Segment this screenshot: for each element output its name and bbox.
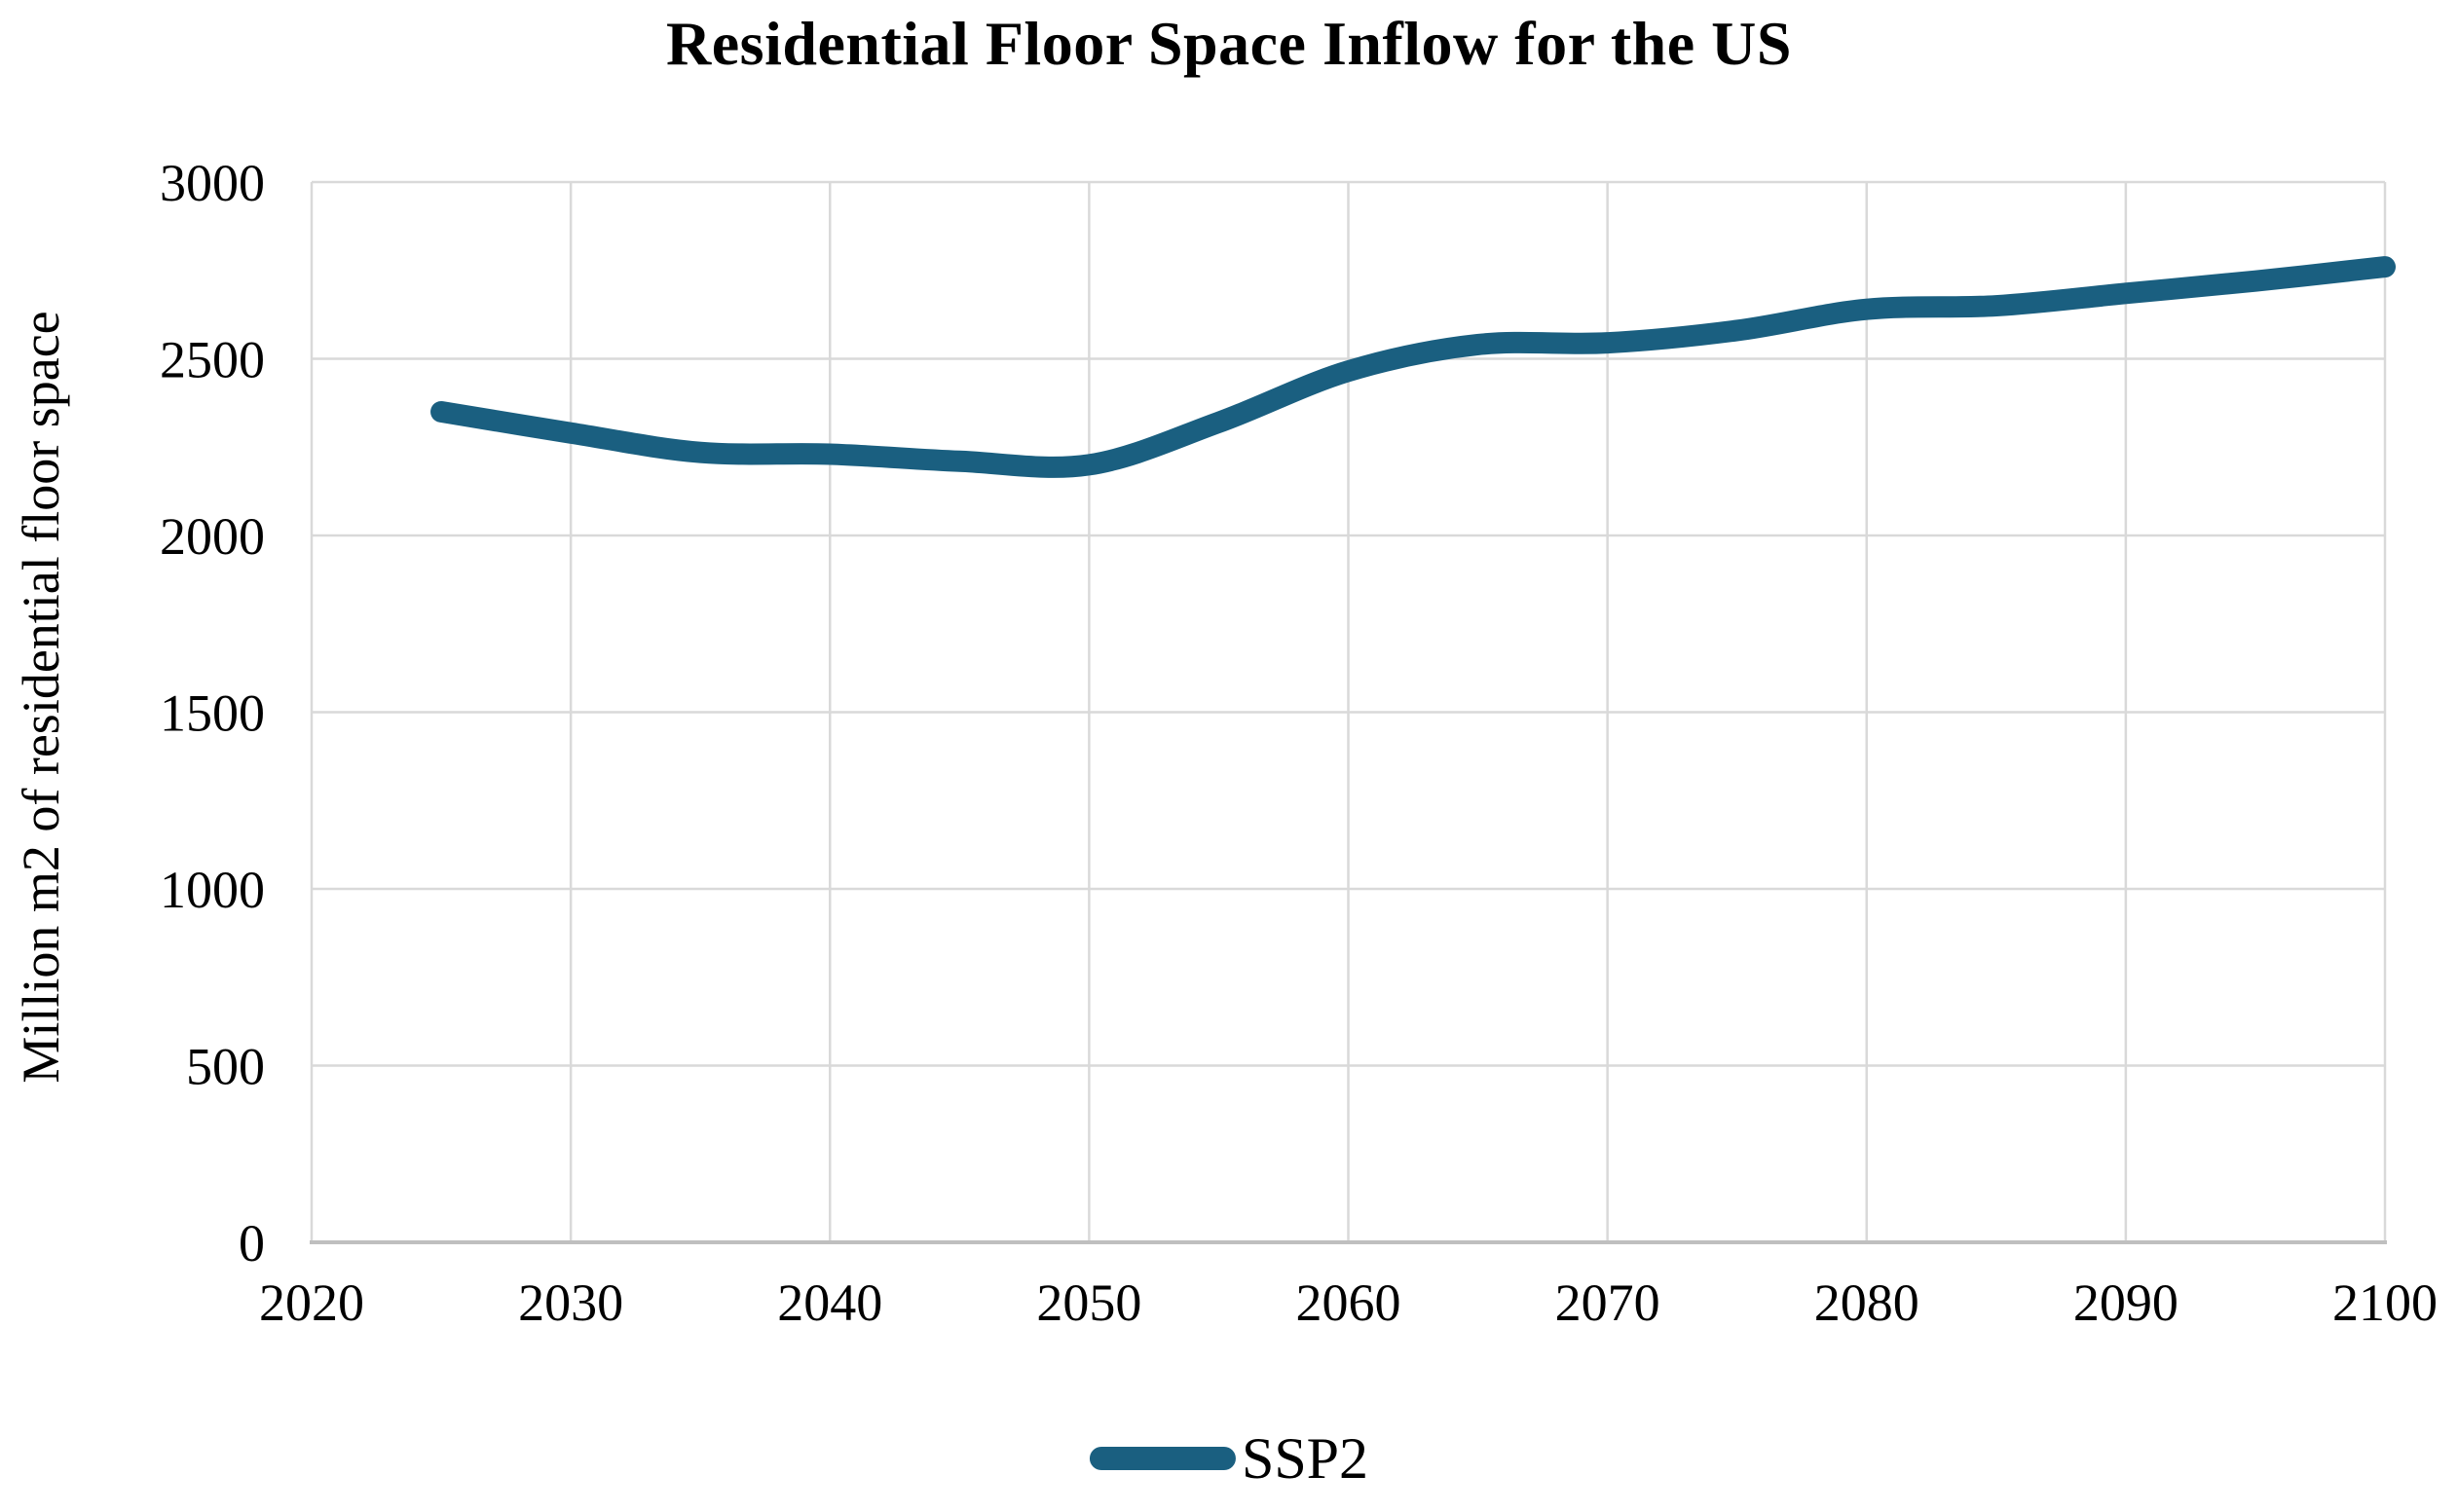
- x-tick-label: 2020: [259, 1273, 364, 1332]
- series-line-ssp2: [430, 256, 2396, 478]
- y-tick-label: 2500: [160, 331, 265, 389]
- x-tick-label: 2100: [2332, 1273, 2438, 1332]
- x-tick-label: 2090: [2073, 1273, 2179, 1332]
- chart-title: Residential Floor Space Inflow for the U…: [666, 9, 1792, 78]
- x-tick-label: 2060: [1296, 1273, 1401, 1332]
- x-tick-label: 2030: [518, 1273, 623, 1332]
- legend-series-label: SSP2: [1241, 1426, 1369, 1491]
- y-tick-label: 3000: [160, 154, 265, 212]
- y-tick-label: 1000: [160, 861, 265, 919]
- x-tick-label: 2040: [777, 1273, 882, 1332]
- legend-line-swatch: [1089, 1447, 1236, 1470]
- x-tick-label: 2070: [1555, 1273, 1660, 1332]
- y-tick-label: 0: [239, 1214, 265, 1272]
- y-tick-label: 500: [186, 1038, 265, 1096]
- y-tick-label: 1500: [160, 684, 265, 743]
- x-tick-label: 2050: [1036, 1273, 1141, 1332]
- x-tick-label: 2080: [1814, 1273, 1919, 1332]
- legend: SSP2: [1089, 1426, 1369, 1491]
- y-tick-label: 2000: [160, 507, 265, 566]
